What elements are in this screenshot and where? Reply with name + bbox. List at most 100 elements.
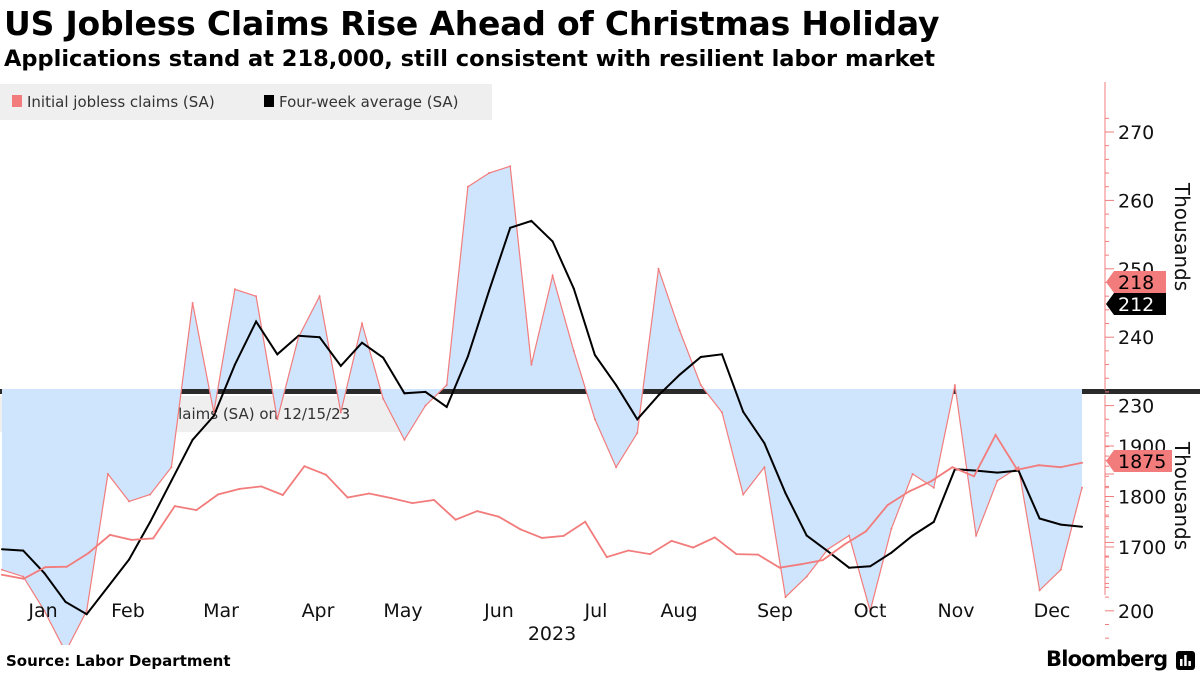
- x-axis-month-label: Jul: [584, 600, 608, 622]
- initial-claims-last-value: 218: [1118, 272, 1154, 294]
- continuing-claims-point: [778, 566, 781, 569]
- four-week-average-point: [721, 353, 723, 356]
- initial-claims-point: [996, 479, 999, 482]
- four-week-average-point: [233, 363, 236, 366]
- four-week-average-point: [869, 565, 872, 568]
- initial-claims-point: [106, 473, 109, 475]
- initial-claims-point: [932, 486, 935, 489]
- initial-claims-point: [445, 384, 448, 387]
- initial-claims-point: [890, 527, 893, 530]
- continuing-claims-point: [649, 553, 651, 556]
- four-week-average-point: [699, 356, 702, 358]
- initial-claims-point: [212, 411, 215, 414]
- continuing-claims-point: [454, 518, 457, 521]
- four-week-average-point: [593, 354, 596, 356]
- continuing-claims-point: [1, 573, 3, 576]
- continuing-claims-point: [584, 520, 587, 523]
- continuing-claims-point: [325, 473, 327, 476]
- continuing-claims-point: [411, 502, 414, 505]
- continuing-claims-point: [1059, 466, 1062, 469]
- initial-claims-point: [149, 493, 152, 496]
- initial-claims-point: [22, 575, 25, 578]
- continuing-claims-point: [44, 566, 47, 569]
- continuing-claims-point: [260, 485, 263, 488]
- initial-claims-point: [297, 336, 300, 339]
- initial-claims-point: [742, 493, 745, 496]
- initial-claims-point: [636, 432, 639, 434]
- four-week-average-point: [85, 613, 88, 616]
- initial-claims-point: [721, 411, 723, 414]
- initial-claims-point: [615, 466, 618, 469]
- continuing-claims-point: [433, 499, 435, 501]
- initial-claims-point: [1038, 589, 1041, 592]
- continuing-claims-point: [195, 509, 198, 512]
- four-week-average-point: [636, 418, 639, 421]
- four-week-average-point: [382, 356, 385, 359]
- x-axis-month-label: Mar: [203, 600, 239, 622]
- continuing-claims-point: [152, 537, 155, 540]
- continuing-claims-point: [238, 487, 241, 490]
- x-axis-month-label: Dec: [1034, 600, 1071, 622]
- four-week-average-point: [1059, 523, 1062, 526]
- x-axis-month-label: Sep: [757, 600, 793, 622]
- initial-claims-point: [255, 295, 258, 298]
- four-week-average-point: [276, 353, 279, 356]
- top-y-tick-label: 200: [1118, 601, 1154, 623]
- four-week-average-point: [488, 289, 491, 292]
- four-week-average-point: [297, 334, 300, 337]
- continuing-claims-point: [908, 490, 911, 493]
- four-week-average-point: [805, 534, 808, 537]
- x-axis-month-label: Feb: [111, 600, 145, 622]
- four-week-average-point: [509, 226, 512, 229]
- continuing-claims-point: [281, 494, 284, 496]
- initial-claims-point: [530, 363, 533, 366]
- initial-claims-point: [361, 322, 363, 325]
- continuing-claims-point: [389, 497, 392, 499]
- four-week-average-point: [572, 287, 575, 290]
- legend-initial-swatch: [12, 95, 22, 107]
- chart-subtitle: Applications stand at 218,000, still con…: [4, 46, 936, 72]
- four-week-average-point: [615, 384, 618, 387]
- bottom-y-tick-label: 1700: [1118, 537, 1166, 559]
- four-week-average-point: [678, 373, 681, 376]
- four-week-average-point: [466, 355, 469, 358]
- initial-claims-point: [975, 534, 978, 537]
- top-y-tick-label: 270: [1118, 122, 1154, 144]
- four-week-average-point: [890, 551, 893, 554]
- four-week-average-point: [848, 566, 851, 569]
- continuing-claims-point: [22, 577, 25, 580]
- four-week-average-point: [424, 390, 427, 393]
- four-week-average-last-value: 212: [1118, 294, 1154, 316]
- four-week-average-point: [403, 392, 406, 395]
- continuing-claims-point: [713, 536, 716, 539]
- initial-claims-point: [657, 267, 660, 270]
- initial-claims-point: [699, 384, 702, 387]
- initial-claims-point: [869, 609, 872, 612]
- legend-average-label: Four-week average (SA): [279, 93, 459, 111]
- continuing-claims-point: [821, 559, 824, 562]
- continuing-claims-last-value: 1875: [1118, 451, 1166, 473]
- top-legend-background: [0, 84, 492, 120]
- continuing-claims-point: [303, 465, 306, 468]
- initial-claims-point: [593, 418, 596, 421]
- four-week-average-point: [170, 479, 173, 482]
- x-axis-month-label: Jan: [27, 600, 57, 622]
- continuing-claims-point: [109, 533, 111, 536]
- four-week-average-point: [530, 219, 533, 222]
- continuing-claims-point: [368, 492, 371, 495]
- initial-claims-last-value-box: [1106, 271, 1166, 293]
- continuing-claims-point: [886, 504, 889, 507]
- continuing-claims-point: [735, 553, 738, 556]
- x-axis-month-label: Oct: [854, 600, 887, 622]
- four-week-average-point: [361, 341, 363, 344]
- x-axis-month-label: Apr: [302, 600, 335, 622]
- continuing-claims-point: [605, 556, 608, 559]
- four-week-average-line: [1, 219, 1083, 616]
- four-week-average-point: [1038, 517, 1041, 520]
- x-axis-month-label: Aug: [660, 600, 697, 622]
- continuing-claims-point: [173, 505, 176, 508]
- four-week-average-point: [339, 364, 342, 367]
- initial-claims-point: [318, 295, 321, 298]
- four-week-average-point: [191, 438, 194, 441]
- continuing-claims-point: [994, 433, 997, 436]
